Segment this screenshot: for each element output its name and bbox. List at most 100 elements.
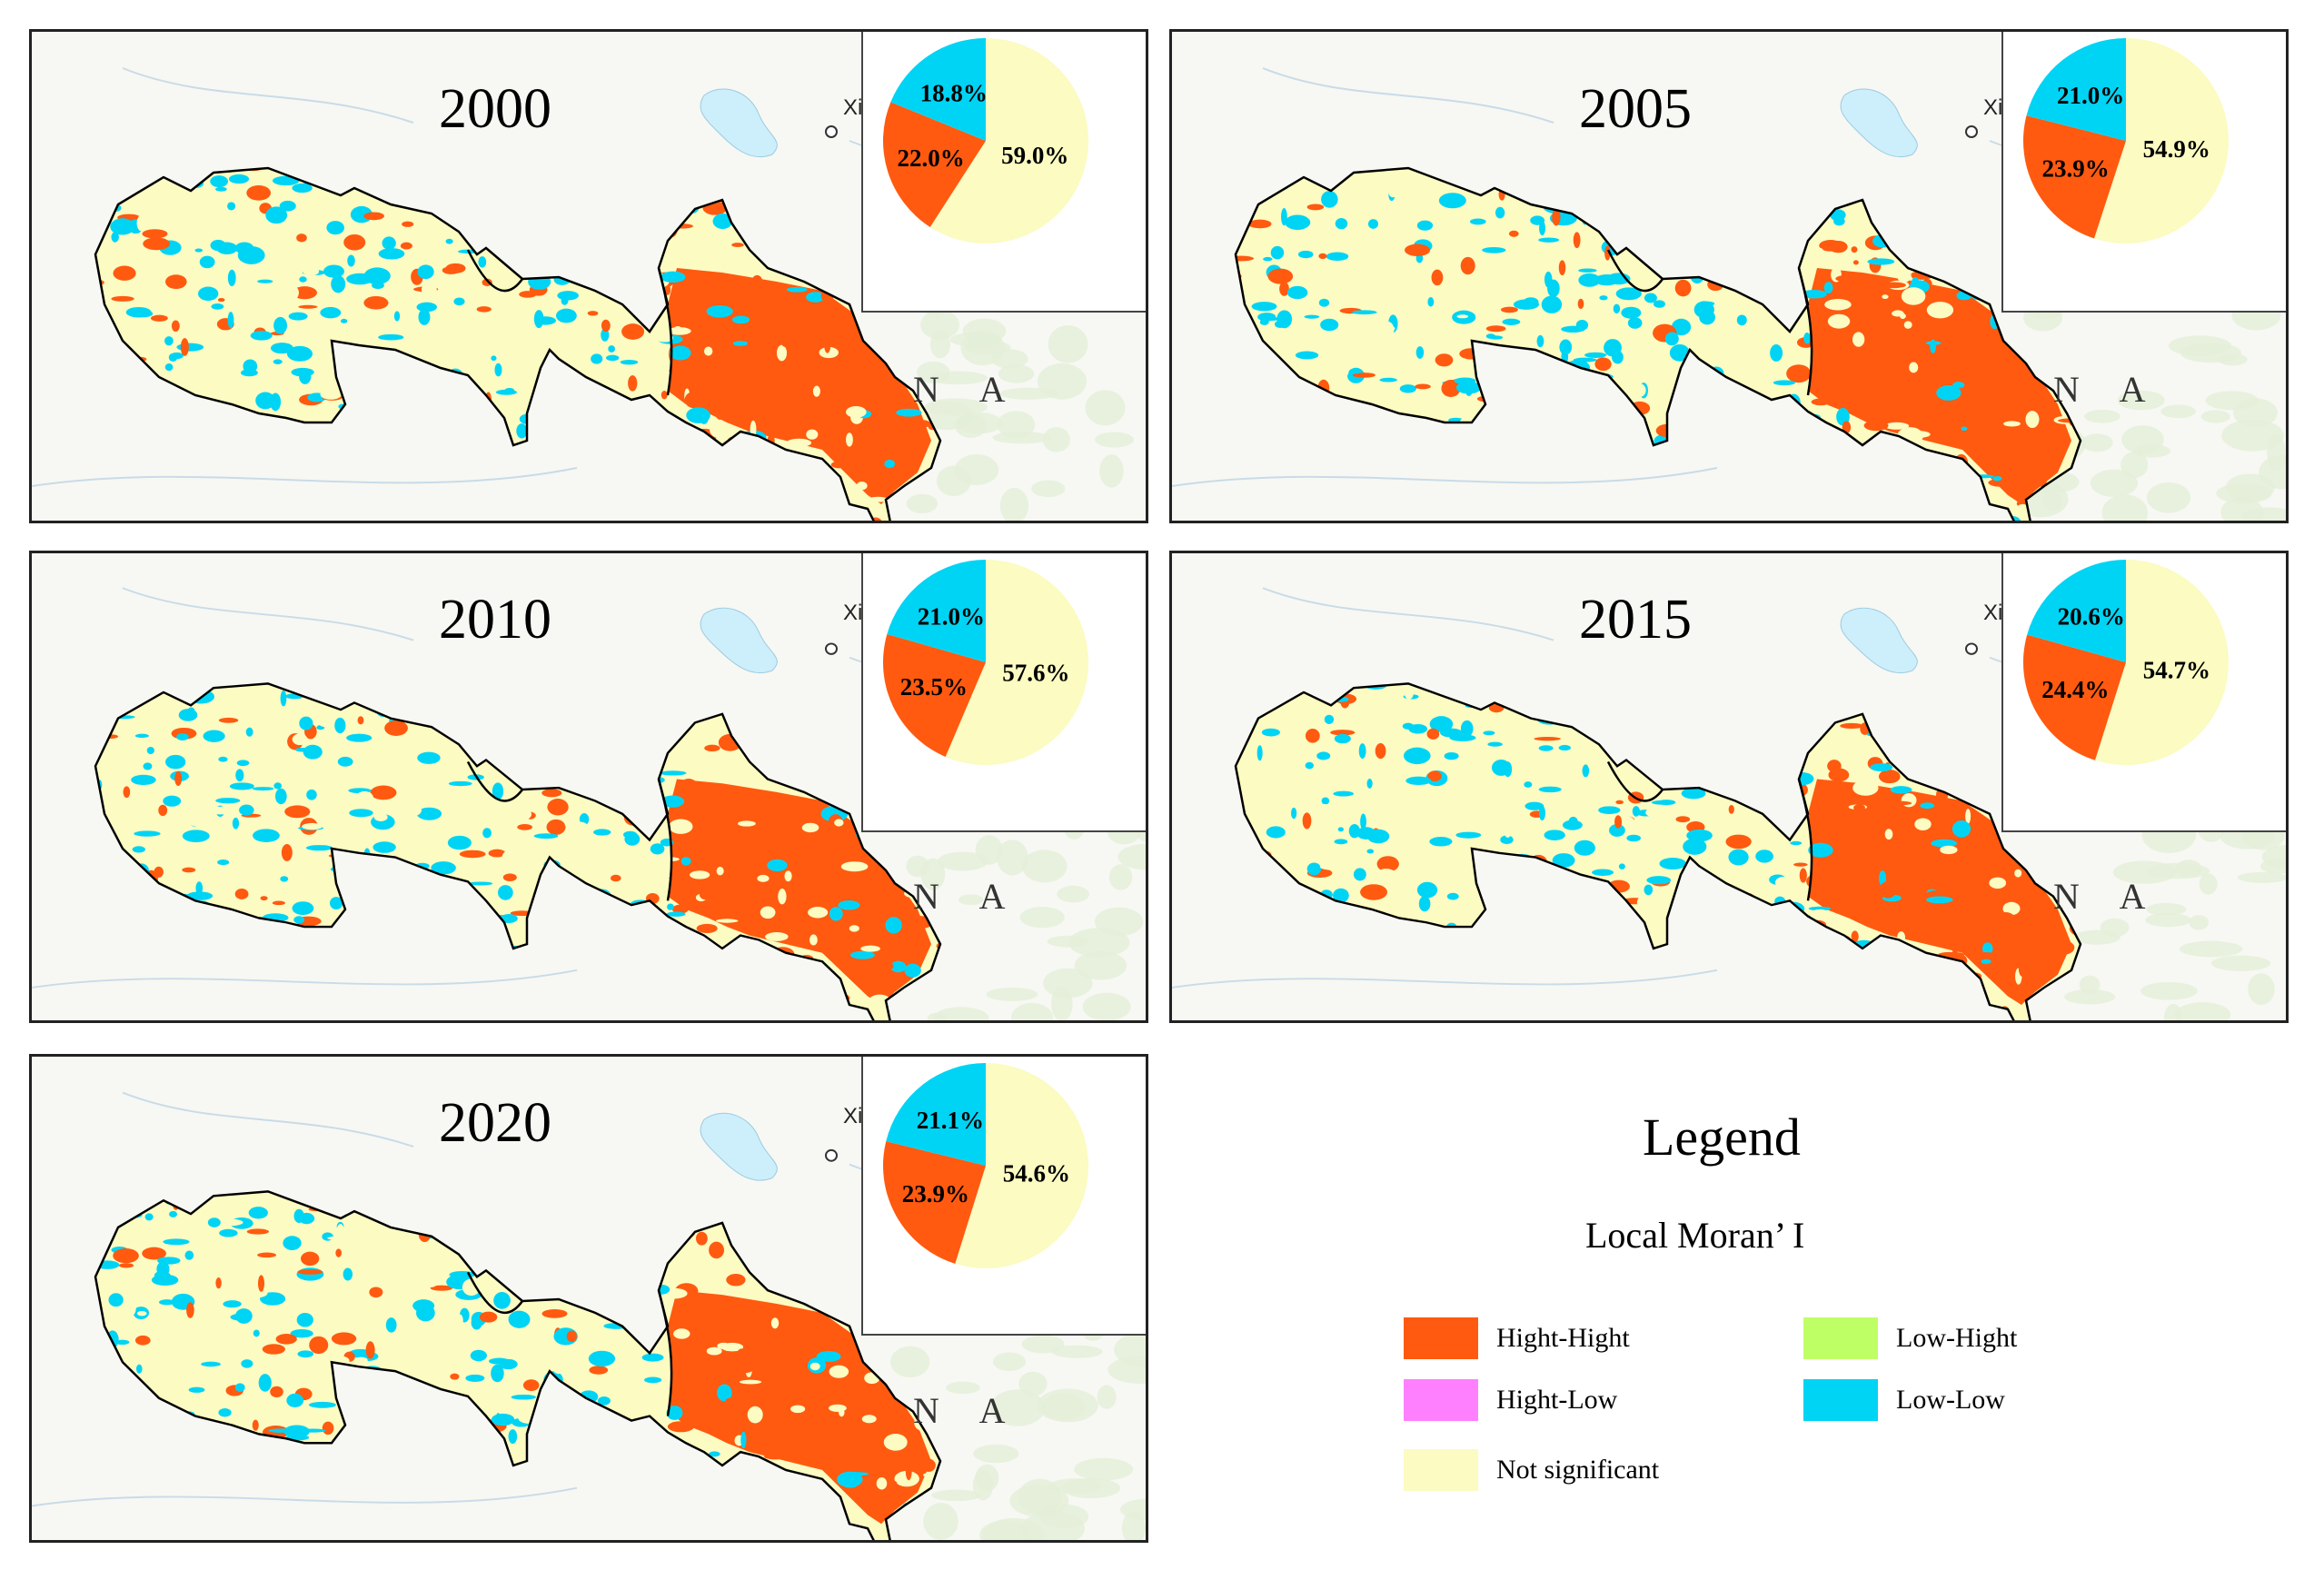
pie-slice-ns <box>2094 38 2229 243</box>
legend-swatch <box>1404 1449 1478 1491</box>
vegetation-patch <box>938 851 988 871</box>
vegetation-patch <box>2259 858 2286 874</box>
pie-slice-ns <box>945 560 1088 765</box>
vegetation-patch <box>1068 928 1130 958</box>
legend-title: Legend <box>1643 1108 1801 1167</box>
vegetation-patch <box>889 1346 930 1378</box>
vegetation-patch <box>916 361 950 383</box>
region-not-significant <box>95 683 940 1020</box>
vegetation-patch <box>1095 432 1134 448</box>
city-marker <box>825 125 838 138</box>
vegetation-patch <box>1074 950 1127 980</box>
pie-label-ns: 57.6% <box>1002 659 1069 686</box>
legend-swatch <box>1803 1379 1878 1421</box>
vegetation-patch <box>1031 480 1066 498</box>
vegetation-patch <box>2140 981 2198 1000</box>
vegetation-patch <box>999 487 1029 521</box>
city-marker <box>1965 125 1978 138</box>
pie-chart: 54.9% 23.9% 21.0% <box>2023 38 2229 243</box>
legend-swatch <box>1404 1379 1478 1421</box>
vegetation-patch <box>1043 968 1093 999</box>
legend-swatch <box>1404 1317 1478 1359</box>
map-panel-2005: 2005XiniN A54.9%23.9%21.0% <box>1169 29 2289 523</box>
vegetation-patch <box>2174 1002 2231 1020</box>
pie-label-ll: 21.1% <box>917 1107 984 1134</box>
vegetation-patch <box>924 398 988 416</box>
vegetation-patch <box>2221 419 2284 452</box>
map-panel-2000: 2000XiniN A59.0%22.0%18.8% <box>29 29 1148 523</box>
lake <box>1840 88 1918 158</box>
region-outline <box>1234 682 2082 1020</box>
vegetation-patch <box>2220 497 2264 521</box>
vegetation-patch <box>2112 860 2177 884</box>
pie-slice-ll <box>886 1063 986 1166</box>
vegetation-patch <box>1019 907 1065 929</box>
vegetation-patch <box>1074 1457 1134 1481</box>
vegetation-patch <box>2225 473 2275 502</box>
vegetation-patch <box>1117 843 1146 870</box>
vegetation-patch <box>1039 1504 1089 1529</box>
country-label: N A <box>913 1390 1022 1431</box>
vegetation-patch <box>1011 1002 1054 1020</box>
pie-inset: 54.9% 23.9% 21.0% <box>2001 32 2286 313</box>
vegetation-patch <box>2146 902 2187 916</box>
vegetation-patch <box>906 493 939 514</box>
vegetation-patch <box>920 310 959 340</box>
lake <box>700 88 778 158</box>
vegetation-patch <box>1048 324 1088 363</box>
year-label: 2000 <box>439 78 551 140</box>
year-label: 2010 <box>439 589 551 651</box>
year-label: 2005 <box>1579 78 1692 140</box>
vegetation-patch <box>949 332 1002 347</box>
vegetation-patch <box>2168 335 2232 357</box>
subregion-border <box>466 1271 673 1416</box>
pie-inset: 59.0% 22.0% 18.8% <box>861 32 1146 313</box>
pie-slice-ns <box>2094 560 2229 765</box>
pie-label-ns: 59.0% <box>1001 142 1068 169</box>
vegetation-patch <box>1048 1478 1102 1494</box>
vegetation-patch <box>973 1444 1019 1464</box>
vegetation-patch <box>954 453 999 485</box>
vegetation-patch <box>2200 410 2230 423</box>
vegetation-patch <box>933 1007 989 1020</box>
legend-label: Hight-Low <box>1496 1385 1618 1415</box>
subregion-border <box>466 760 673 901</box>
legend-label: Low-Hight <box>1896 1323 2018 1353</box>
vegetation-patch <box>2084 409 2120 423</box>
vegetation-patch <box>2041 492 2063 511</box>
vegetation-patch <box>920 858 946 890</box>
legend-item-hl: Hight-Low <box>1404 1379 1617 1421</box>
pie-label-ll: 20.6% <box>2058 603 2125 631</box>
vegetation-patch <box>1042 427 1070 452</box>
vegetation-patch <box>1021 1335 1065 1354</box>
region-outline <box>94 1190 942 1540</box>
vegetation-patch <box>2145 912 2191 928</box>
vegetation-patch <box>989 1389 1046 1426</box>
subregion-border <box>466 249 673 396</box>
vegetation-patch <box>2175 860 2202 879</box>
vegetation-patch <box>945 1381 980 1395</box>
pie-slice-ns <box>955 1063 1088 1268</box>
vegetation-patch <box>2210 955 2271 971</box>
lake <box>1840 607 1918 674</box>
pie-slice-hh <box>883 102 986 227</box>
vegetation-patch <box>2199 873 2218 895</box>
vegetation-patch <box>1099 454 1124 488</box>
country-label: N A <box>913 876 1022 917</box>
vegetation-patch <box>1037 363 1087 400</box>
vegetation-patch <box>998 364 1035 383</box>
vegetation-patch <box>958 894 984 906</box>
pie-slice-hh <box>883 633 986 757</box>
vegetation-patch <box>1097 1385 1117 1409</box>
vegetation-patch <box>2101 494 2149 521</box>
pie-slice-ns <box>929 38 1088 243</box>
lake <box>700 607 778 674</box>
region-outline <box>1234 166 2082 521</box>
lake <box>700 1112 778 1181</box>
pie-label-ll: 21.0% <box>2057 82 2124 109</box>
pie-label-hh: 23.9% <box>902 1180 969 1207</box>
vegetation-patch <box>2100 918 2130 938</box>
vegetation-patch <box>992 431 1051 444</box>
vegetation-patch <box>1018 1371 1048 1396</box>
vegetation-patch <box>990 349 1028 369</box>
